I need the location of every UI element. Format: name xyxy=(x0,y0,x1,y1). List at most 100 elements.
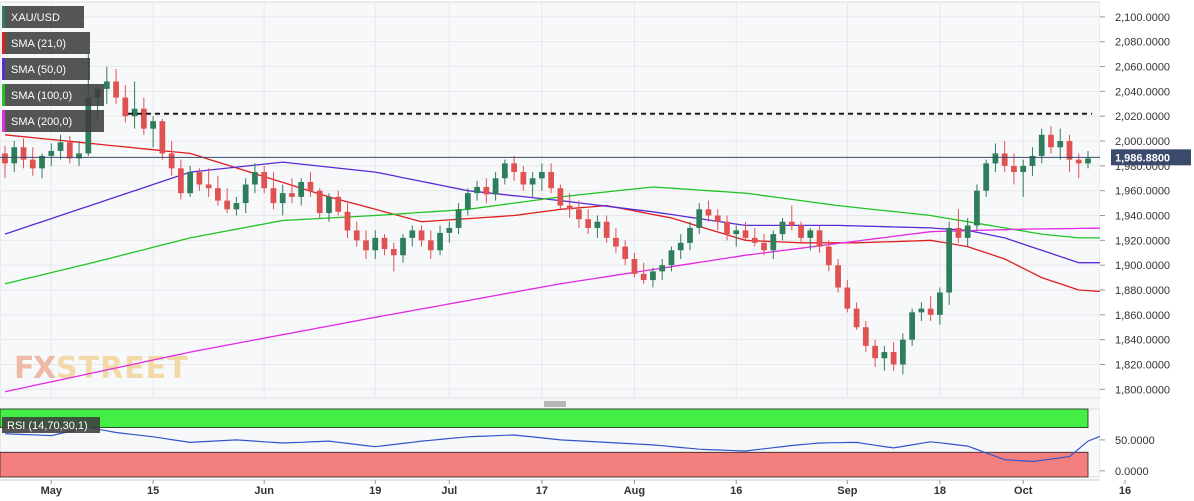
candle xyxy=(187,165,193,197)
candle-body xyxy=(57,142,64,151)
candle xyxy=(381,234,388,256)
candle xyxy=(298,178,305,206)
candle xyxy=(724,215,730,241)
candle-body xyxy=(872,345,878,359)
candle-body xyxy=(779,221,786,235)
candle xyxy=(464,188,471,216)
candle xyxy=(372,230,379,259)
candle-body xyxy=(650,271,656,281)
candle xyxy=(677,234,684,259)
candle xyxy=(872,339,878,367)
candle-body xyxy=(909,312,915,340)
candle-body xyxy=(677,242,684,251)
candle xyxy=(409,225,416,247)
date-axis: May15Jun19Jul17Aug16Sep18Oct16Nov xyxy=(0,479,1131,497)
candle xyxy=(400,234,406,263)
candle-body xyxy=(131,108,138,117)
candle xyxy=(733,225,740,247)
candle xyxy=(862,321,869,353)
legend-swatch xyxy=(2,110,5,132)
candle-body xyxy=(39,155,45,169)
rsi-axis-bg xyxy=(1100,407,1194,479)
candle-body xyxy=(252,172,258,185)
candle-body xyxy=(937,292,943,315)
date-tick-label: Jul xyxy=(441,485,457,497)
candle xyxy=(520,165,527,191)
candle xyxy=(1020,159,1027,197)
candle-body xyxy=(326,196,332,214)
date-tick-label: Sep xyxy=(837,485,857,497)
legend-bg xyxy=(2,110,104,132)
price-tick-label: 1,940.0000 xyxy=(1115,211,1170,223)
candle xyxy=(455,203,462,235)
candle-body xyxy=(409,230,416,238)
candle xyxy=(483,178,490,204)
candle xyxy=(196,168,203,191)
candle-body xyxy=(483,186,490,195)
price-axis-bg xyxy=(1100,0,1194,480)
date-tick-label: 16 xyxy=(1119,485,1131,497)
candle xyxy=(622,240,629,266)
legend-label: SMA (100,0) xyxy=(11,90,72,102)
date-tick-label: Oct xyxy=(1014,485,1033,497)
candle xyxy=(307,172,314,197)
price-tick-label: 2,060.0000 xyxy=(1115,62,1170,74)
candle-body xyxy=(788,221,795,226)
candle xyxy=(825,240,832,272)
candle xyxy=(751,227,758,247)
candle-body xyxy=(890,352,897,365)
candle-body xyxy=(862,327,869,346)
candle-body xyxy=(640,273,647,281)
candle xyxy=(1029,147,1036,176)
candle-body xyxy=(335,196,342,212)
candle-body xyxy=(918,308,925,313)
candle xyxy=(603,215,610,243)
rsi-tick-label: 0.0000 xyxy=(1115,466,1149,478)
candle-body xyxy=(631,258,638,274)
candle xyxy=(11,141,18,173)
candle xyxy=(594,215,601,238)
candle-body xyxy=(242,184,249,204)
legend-swatch xyxy=(2,6,5,28)
candle-body xyxy=(724,221,730,235)
candle xyxy=(761,234,767,256)
candle xyxy=(557,184,564,210)
price-tick-label: 1,840.0000 xyxy=(1115,335,1170,347)
price-tick-label: 1,920.0000 xyxy=(1115,235,1170,247)
price-tick-label: 2,040.0000 xyxy=(1115,86,1170,98)
candle-body xyxy=(289,193,295,197)
rsi-legend-label: RSI (14,70,30,1) xyxy=(7,420,88,432)
candle xyxy=(696,203,703,235)
candle-body xyxy=(76,153,82,159)
candle xyxy=(205,168,212,197)
candle-body xyxy=(205,184,212,189)
legend-label: SMA (200,0) xyxy=(11,116,72,128)
candle xyxy=(613,227,619,253)
candle-body xyxy=(687,227,693,243)
candle-body xyxy=(363,240,369,251)
candle-body xyxy=(613,237,619,247)
candle xyxy=(788,205,795,231)
candle xyxy=(974,184,980,231)
panel-divider[interactable] xyxy=(0,399,1100,409)
candle xyxy=(576,200,582,228)
price-tick-label: 2,000.0000 xyxy=(1115,136,1170,148)
candle xyxy=(159,118,166,160)
candle-body xyxy=(29,159,36,169)
candle xyxy=(927,296,934,322)
legend-item: SMA (200,0) xyxy=(2,110,104,132)
date-tick-label: 17 xyxy=(536,485,548,497)
candle-body xyxy=(557,188,564,206)
candle xyxy=(140,97,147,135)
candle-body xyxy=(742,230,749,238)
candle-body xyxy=(798,225,804,238)
candle-body xyxy=(585,219,592,228)
date-tick-label: 16 xyxy=(730,485,742,497)
candle-body xyxy=(66,142,73,159)
last-price-badge xyxy=(1111,149,1191,166)
candle xyxy=(66,136,73,164)
candle-body xyxy=(427,240,434,251)
candle-body xyxy=(770,234,777,251)
candle-body xyxy=(881,352,888,359)
candle xyxy=(150,116,156,148)
